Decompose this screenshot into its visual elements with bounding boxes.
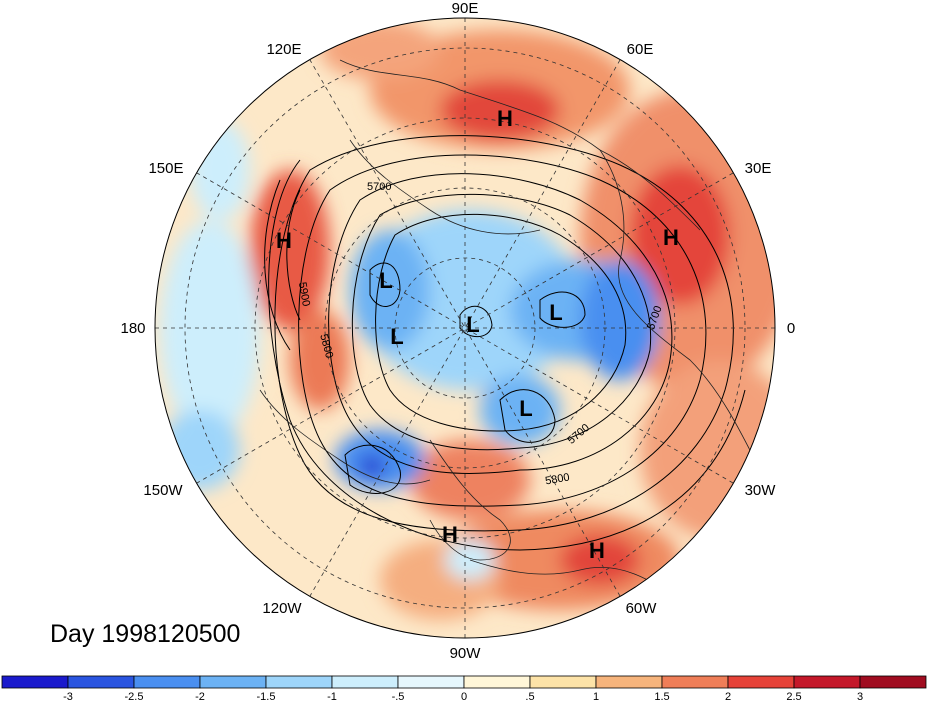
lon-label: 150W	[143, 482, 183, 499]
height-contours	[264, 135, 746, 551]
colorbar-swatch	[199, 675, 267, 689]
colorbar-swatch	[133, 675, 201, 689]
colorbar-swatch	[661, 675, 729, 689]
lon-label: 0	[787, 320, 795, 337]
contour-label: 5800	[544, 471, 570, 487]
low-marker: L	[519, 396, 532, 421]
colorbar-swatch	[1, 675, 69, 689]
colorbar-tick-label: 0	[461, 691, 467, 702]
colorbar-swatch	[859, 675, 927, 689]
colorbar-tick-label: -2	[195, 691, 205, 702]
colorbar-tick-label: 3	[857, 691, 863, 702]
high-marker: H	[589, 538, 605, 563]
colorbar-swatch	[331, 675, 399, 689]
lon-label: 150E	[148, 160, 183, 177]
lon-label: 60W	[626, 600, 658, 617]
map-border	[154, 17, 776, 639]
colorbar-tick-label: 1.5	[654, 691, 669, 702]
lon-label: 90E	[452, 0, 479, 17]
colorbar-swatch	[67, 675, 135, 689]
colorbar-swatch	[463, 675, 531, 689]
colorbar-tick-label: -1	[327, 691, 337, 702]
colorbar-tick-label: 2.5	[786, 691, 801, 702]
low-marker: L	[379, 268, 392, 293]
lon-label: 60E	[627, 41, 654, 58]
colorbar-tick-label: .5	[525, 691, 534, 702]
lon-label: 120E	[266, 41, 301, 58]
lon-label: 180	[120, 320, 145, 337]
colorbar-swatch	[529, 675, 597, 689]
high-marker: H	[442, 522, 458, 547]
lon-label: 30W	[745, 482, 777, 499]
high-marker: H	[663, 225, 679, 250]
high-marker: H	[497, 106, 513, 131]
colorbar-swatch	[397, 675, 465, 689]
graticule	[155, 18, 775, 638]
pressure-centers: H H H H H L L L L L	[276, 106, 679, 563]
colorbar-swatch	[265, 675, 333, 689]
contour-label: 5900	[296, 281, 312, 307]
colorbar-tick-label: -.5	[392, 691, 405, 702]
lon-label: 30E	[745, 160, 772, 177]
low-marker: L	[549, 300, 562, 325]
colorbar-tick-label: -1.5	[257, 691, 276, 702]
lon-label: 120W	[262, 600, 302, 617]
colorbar-tick-label: -2.5	[125, 691, 144, 702]
colorbar-swatch	[793, 675, 861, 689]
lon-label: 90W	[450, 645, 482, 662]
colorbar-swatch	[595, 675, 663, 689]
low-marker: L	[390, 324, 403, 349]
high-marker: H	[276, 228, 292, 253]
colorbar-tick-label: 1	[593, 691, 599, 702]
contour-label: 5700	[367, 181, 391, 193]
longitude-labels: 90E 60E 30E 0 30W 60W 90W 120W 150W 180 …	[120, 0, 795, 662]
colorbar: -3 -2.5 -2 -1.5 -1 -.5 0 .5 1 1.5 2 2.5 3	[1, 675, 927, 702]
low-marker: L	[466, 312, 479, 337]
colorbar-tick-label: -3	[63, 691, 73, 702]
map-title: Day 1998120500	[50, 620, 241, 648]
colorbar-swatch	[727, 675, 795, 689]
colorbar-tick-label: 2	[725, 691, 731, 702]
